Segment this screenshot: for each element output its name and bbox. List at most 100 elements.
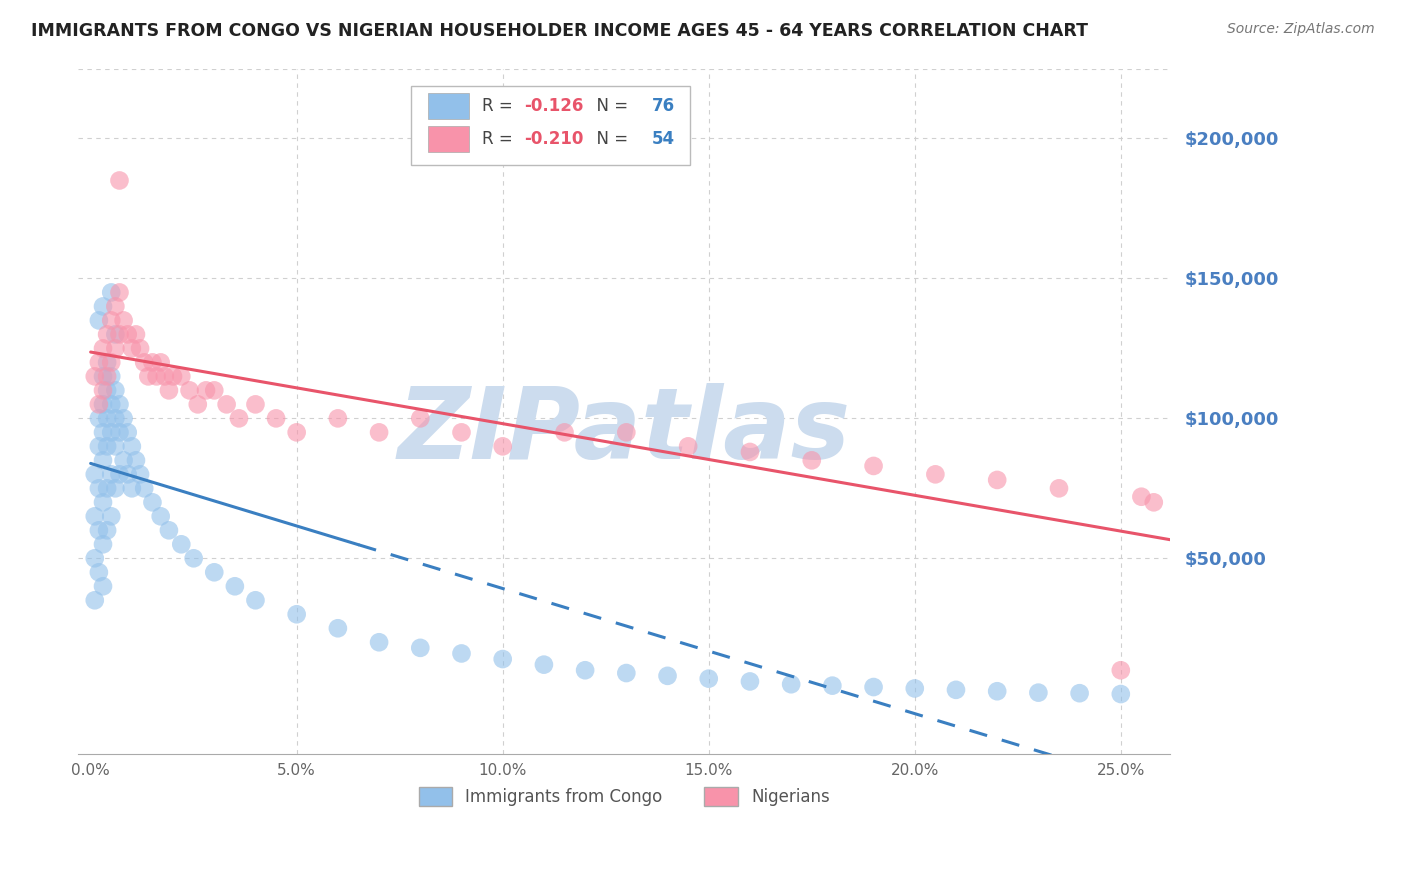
Point bbox=[409, 640, 432, 655]
Point bbox=[1047, 481, 1070, 495]
Point bbox=[87, 481, 110, 495]
Point bbox=[96, 369, 118, 384]
Point bbox=[96, 524, 118, 538]
Point bbox=[100, 467, 122, 482]
Point bbox=[187, 397, 209, 411]
Point bbox=[986, 473, 1008, 487]
Point bbox=[228, 411, 250, 425]
Point bbox=[96, 327, 118, 342]
Point bbox=[821, 679, 844, 693]
Point bbox=[149, 355, 172, 369]
Point bbox=[614, 425, 637, 440]
Point bbox=[409, 411, 432, 425]
Point bbox=[104, 411, 127, 425]
Text: R =: R = bbox=[482, 97, 519, 115]
Point bbox=[202, 384, 225, 398]
Point bbox=[91, 369, 114, 384]
Point bbox=[104, 327, 127, 342]
Point bbox=[87, 524, 110, 538]
Point bbox=[112, 411, 135, 425]
FancyBboxPatch shape bbox=[427, 126, 470, 153]
Point bbox=[100, 369, 122, 384]
Point bbox=[108, 467, 131, 482]
Text: N =: N = bbox=[586, 130, 634, 148]
Point bbox=[145, 369, 167, 384]
Text: 76: 76 bbox=[651, 97, 675, 115]
Point bbox=[112, 313, 135, 327]
Point bbox=[104, 481, 127, 495]
Point bbox=[91, 397, 114, 411]
Point bbox=[533, 657, 555, 672]
Point bbox=[697, 672, 720, 686]
Point bbox=[104, 384, 127, 398]
Point bbox=[945, 682, 967, 697]
Point bbox=[195, 384, 218, 398]
Point bbox=[224, 579, 246, 593]
Point bbox=[91, 453, 114, 467]
Point bbox=[100, 285, 122, 300]
Point bbox=[450, 425, 472, 440]
Point bbox=[134, 481, 156, 495]
Point bbox=[285, 425, 308, 440]
Point bbox=[96, 384, 118, 398]
Point bbox=[108, 397, 131, 411]
Point bbox=[245, 397, 267, 411]
Text: N =: N = bbox=[586, 97, 634, 115]
Point bbox=[614, 666, 637, 681]
Point bbox=[554, 425, 576, 440]
Point bbox=[117, 425, 139, 440]
Point bbox=[153, 369, 176, 384]
Point bbox=[800, 453, 823, 467]
Point bbox=[91, 425, 114, 440]
Text: -0.126: -0.126 bbox=[524, 97, 583, 115]
Point bbox=[780, 677, 803, 691]
Point bbox=[368, 425, 391, 440]
Point bbox=[162, 369, 184, 384]
Point bbox=[96, 355, 118, 369]
Point bbox=[104, 439, 127, 453]
Point bbox=[100, 509, 122, 524]
Point bbox=[117, 467, 139, 482]
Point bbox=[924, 467, 946, 482]
Point bbox=[108, 327, 131, 342]
Point bbox=[492, 652, 515, 666]
Point bbox=[104, 342, 127, 356]
Point bbox=[121, 439, 143, 453]
Point bbox=[108, 173, 131, 187]
Point bbox=[112, 453, 135, 467]
Point bbox=[108, 425, 131, 440]
Point bbox=[91, 300, 114, 314]
Point bbox=[264, 411, 287, 425]
FancyBboxPatch shape bbox=[412, 86, 690, 164]
Point bbox=[1109, 687, 1132, 701]
FancyBboxPatch shape bbox=[427, 93, 470, 120]
Point bbox=[100, 355, 122, 369]
Point bbox=[91, 537, 114, 551]
Point bbox=[1130, 490, 1153, 504]
Point bbox=[91, 495, 114, 509]
Text: IMMIGRANTS FROM CONGO VS NIGERIAN HOUSEHOLDER INCOME AGES 45 - 64 YEARS CORRELAT: IMMIGRANTS FROM CONGO VS NIGERIAN HOUSEH… bbox=[31, 22, 1088, 40]
Point bbox=[202, 566, 225, 580]
Point bbox=[125, 453, 148, 467]
Point bbox=[96, 411, 118, 425]
Point bbox=[657, 669, 679, 683]
Legend: Immigrants from Congo, Nigerians: Immigrants from Congo, Nigerians bbox=[411, 779, 838, 814]
Text: 54: 54 bbox=[651, 130, 675, 148]
Point bbox=[83, 551, 105, 566]
Point bbox=[141, 495, 163, 509]
Point bbox=[149, 509, 172, 524]
Point bbox=[91, 342, 114, 356]
Point bbox=[492, 439, 515, 453]
Point bbox=[129, 342, 152, 356]
Point bbox=[326, 621, 349, 635]
Point bbox=[368, 635, 391, 649]
Point bbox=[121, 342, 143, 356]
Point bbox=[87, 313, 110, 327]
Point bbox=[326, 411, 349, 425]
Point bbox=[862, 680, 884, 694]
Point bbox=[450, 647, 472, 661]
Point bbox=[676, 439, 699, 453]
Point bbox=[1109, 663, 1132, 677]
Point bbox=[108, 285, 131, 300]
Point bbox=[170, 537, 193, 551]
